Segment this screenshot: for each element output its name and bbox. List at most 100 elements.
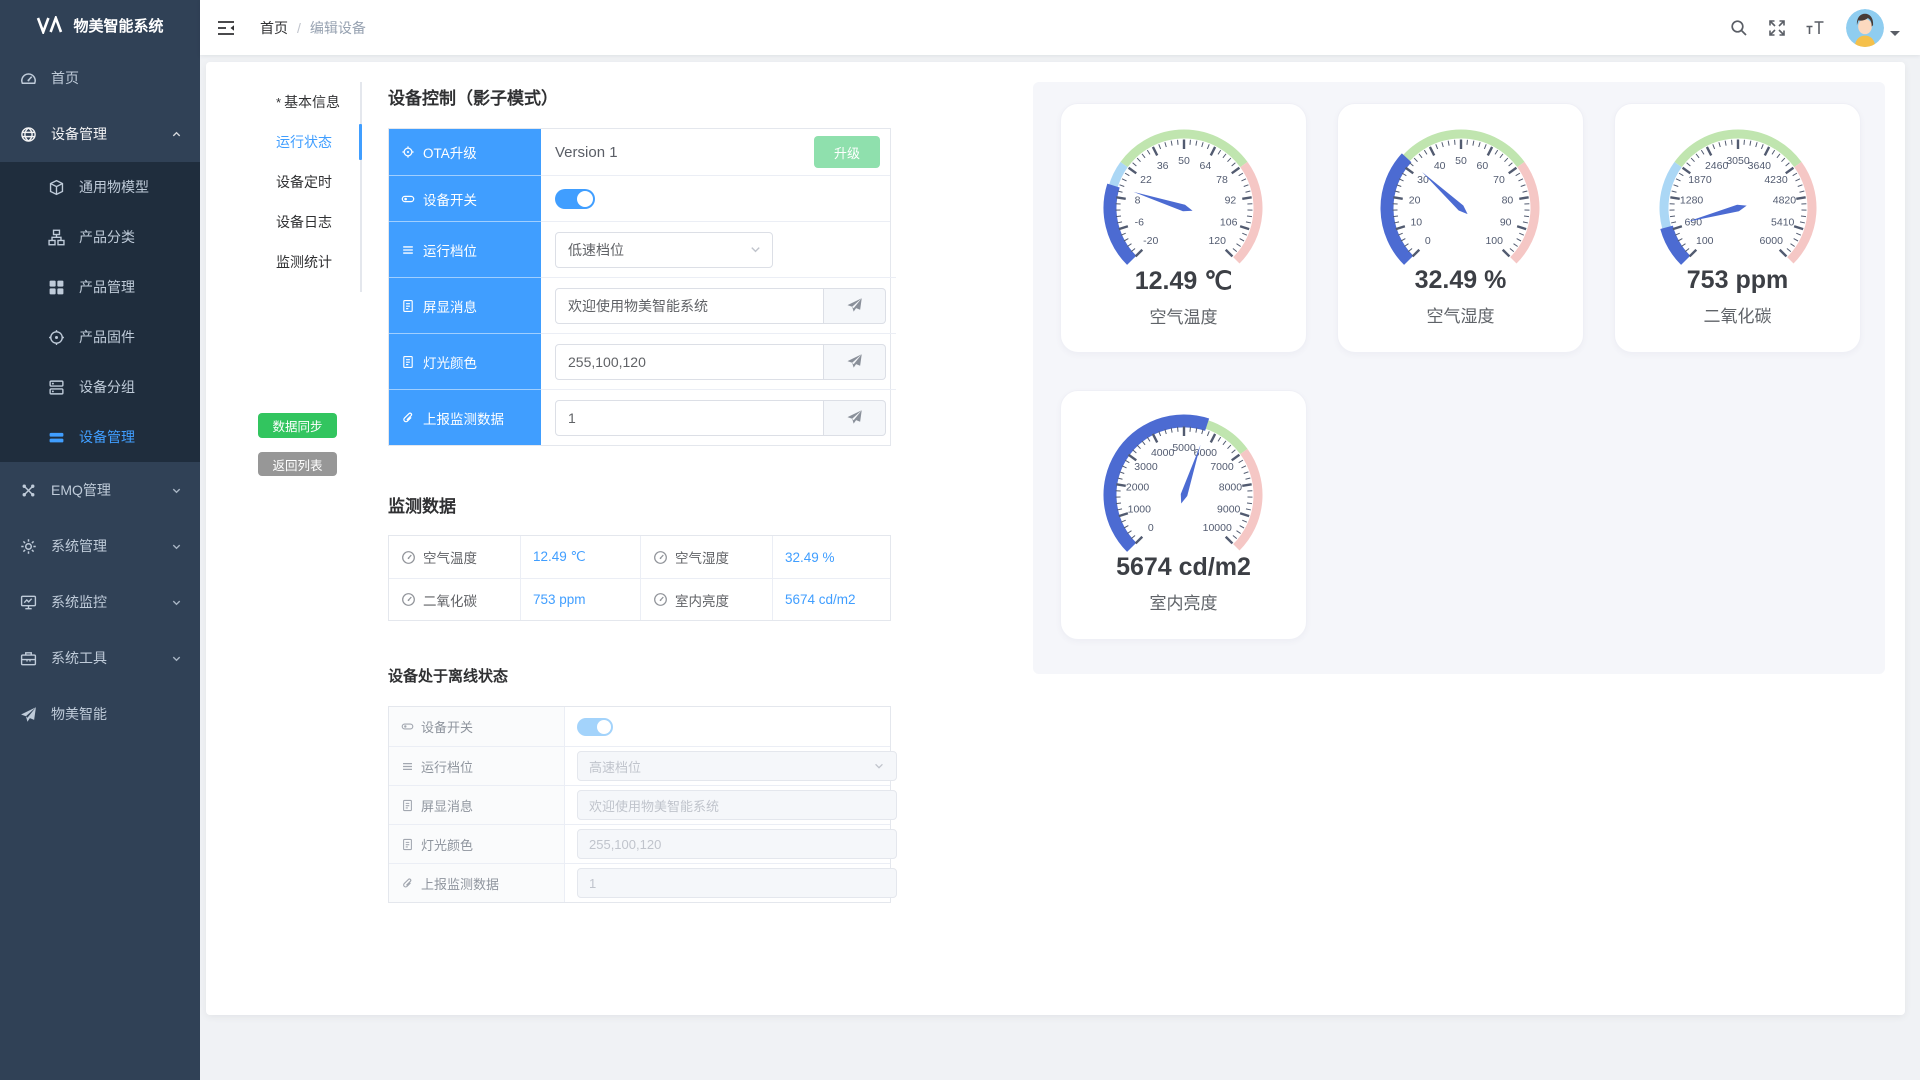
table-row-switch-offline: 设备开关 (389, 707, 890, 746)
sidebar-item-device-group[interactable]: 设备分组 (0, 362, 200, 412)
gauge-value: 12.49 ℃ (1134, 267, 1233, 295)
report-data-input[interactable] (555, 399, 824, 436)
gear-icon (21, 538, 36, 554)
upgrade-button[interactable]: 升级 (814, 136, 880, 168)
breadcrumb-current: 编辑设备 (309, 19, 366, 36)
report-data-input-disabled (577, 868, 897, 898)
svg-text:5000: 5000 (1172, 442, 1196, 454)
offline-panel-title: 设备处于离线状态 (388, 668, 509, 685)
sidebar-item-emq[interactable]: EMQ管理 (0, 462, 200, 518)
user-menu[interactable] (1846, 8, 1900, 47)
svg-text:20: 20 (1408, 194, 1420, 206)
tab-device-timer[interactable]: 设备定时 (276, 174, 332, 190)
sidebar-item-thing-model[interactable]: 通用物模型 (0, 162, 200, 212)
send-screen-message-button[interactable] (824, 287, 886, 324)
send-light-color-button[interactable] (824, 343, 886, 380)
device-switch-toggle[interactable] (555, 188, 595, 209)
svg-text:70: 70 (1493, 174, 1505, 186)
table-row-screen-message-offline: 屏显消息 (389, 785, 897, 824)
gear-level-select[interactable]: 低速档位 (555, 231, 773, 268)
send-report-data-button[interactable] (824, 399, 886, 436)
breadcrumb-home[interactable]: 首页 (260, 19, 288, 36)
svg-text:3050: 3050 (1726, 155, 1750, 167)
table-row-screen-message: 屏显消息 (389, 277, 896, 333)
sidebar-item-system-monitor[interactable]: 系统监控 (0, 574, 200, 630)
table-row-ota: OTA升级 Version 1 升级 (389, 129, 890, 175)
gauge-label: 二氧化碳 (1703, 307, 1772, 326)
table-row-light-color: 灯光颜色 (389, 333, 896, 389)
tab-basic-info[interactable]: * 基本信息 (276, 94, 341, 110)
svg-text:120: 120 (1208, 235, 1226, 247)
monitor-value: 32.49 % (772, 536, 890, 578)
sidebar-item-home[interactable]: 首页 (0, 50, 200, 106)
model-icon (49, 179, 64, 195)
sidebar-item-system-management[interactable]: 系统管理 (0, 518, 200, 574)
switch-icon (401, 723, 414, 730)
ota-gear-icon (402, 146, 414, 158)
sidebar-item-product-category[interactable]: 产品分类 (0, 212, 200, 262)
device-list-icon (49, 432, 64, 442)
app-title: 物美智能系统 (73, 17, 164, 35)
sidebar-item-product-management[interactable]: 产品管理 (0, 262, 200, 312)
sidebar-item-system-tools[interactable]: 系统工具 (0, 630, 200, 686)
sidebar-item-device-management[interactable]: 设备管理 (0, 106, 200, 162)
tab-running-status[interactable]: 运行状态 (226, 122, 362, 162)
chevron-up-icon (172, 131, 181, 136)
search-icon (1731, 19, 1747, 36)
table-row-report-data-offline: 上报监测数据 (389, 863, 897, 902)
edit-device-card: * 基本信息 运行状态 设备定时 设备日志 监测统计 数据同步 返回列表 设备控制… (206, 62, 1905, 1015)
monitor-label: 二氧化碳 (389, 578, 520, 620)
svg-text:10: 10 (1410, 216, 1422, 228)
device-management-icon (21, 126, 36, 142)
fold-menu-button[interactable] (200, 0, 252, 55)
sidebar-item-product-firmware[interactable]: 产品固件 (0, 312, 200, 362)
svg-text:30: 30 (1417, 174, 1429, 186)
svg-text:0: 0 (1147, 522, 1153, 534)
light-color-input[interactable] (555, 343, 824, 380)
sidebar-item-wumei[interactable]: 物美智能 (0, 686, 200, 742)
shadow-panel-title: 设备控制（影子模式） (388, 89, 558, 108)
emq-icon (22, 484, 35, 496)
temperature-gauge: -20 -6 8 22 36 50 64 78 92 106 120 (1079, 116, 1289, 266)
screen-message-input[interactable] (555, 287, 824, 324)
tab-device-log[interactable]: 设备日志 (276, 214, 332, 230)
back-to-list-button[interactable]: 返回列表 (258, 452, 337, 476)
search-button[interactable] (1724, 13, 1754, 43)
svg-text:4820: 4820 (1772, 194, 1796, 206)
caret-down-icon (1890, 30, 1900, 41)
svg-text:-20: -20 (1143, 235, 1158, 247)
svg-text:50: 50 (1455, 155, 1467, 167)
top-navbar: 首页 / 编辑设备 (200, 0, 1920, 55)
monitor-label: 空气湿度 (640, 536, 772, 578)
navbar-actions (1724, 8, 1920, 47)
svg-text:2460: 2460 (1704, 160, 1728, 172)
gauge-icon (654, 550, 667, 564)
gauge-value: 5674 cd/m2 (1116, 553, 1251, 581)
send-icon (847, 410, 862, 424)
logo-icon (37, 16, 63, 34)
send-icon (847, 298, 862, 312)
font-size-button[interactable] (1800, 13, 1830, 43)
humidity-gauge: 0 10 20 30 40 50 60 70 80 90 100 (1356, 116, 1566, 266)
svg-text:3000: 3000 (1134, 461, 1158, 473)
fullscreen-button[interactable] (1762, 13, 1792, 43)
form-pane: 设备控制（影子模式） OTA升级 Version 1 升级 (388, 82, 897, 995)
doc-icon (403, 299, 413, 312)
svg-text:5410: 5410 (1771, 216, 1795, 228)
avatar (1846, 8, 1884, 47)
svg-text:4230: 4230 (1764, 174, 1788, 186)
sidebar-item-device-list[interactable]: 设备管理 (0, 412, 200, 462)
offline-control-table: 设备开关 运行档位 高速档位 (388, 706, 897, 903)
doc-icon (403, 838, 412, 850)
svg-text:2000: 2000 (1125, 481, 1149, 493)
data-sync-button[interactable]: 数据同步 (258, 413, 337, 438)
svg-text:6000: 6000 (1759, 235, 1783, 247)
rank-icon (403, 762, 412, 770)
table-row-gear-level: 运行档位 低速档位 (389, 221, 890, 277)
paper-plane-icon (21, 706, 36, 722)
svg-text:80: 80 (1501, 194, 1513, 206)
monitor-data-table: 空气温度 12.49 ℃ 空气湿度 32.49 % 二氧化碳 753 ppm (388, 535, 891, 621)
tab-monitor-stats[interactable]: 监测统计 (276, 254, 332, 270)
